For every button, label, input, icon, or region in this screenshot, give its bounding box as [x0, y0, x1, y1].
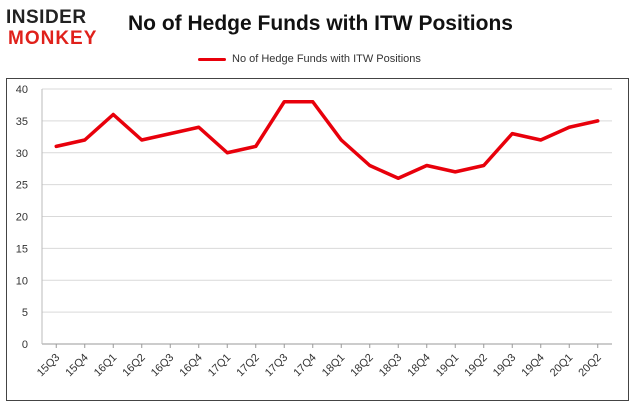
data-point [510, 132, 514, 136]
x-tick-label: 18Q3 [377, 352, 405, 380]
data-point [596, 119, 600, 123]
y-tick-label: 40 [16, 84, 28, 96]
data-point [311, 100, 315, 104]
x-tick-label: 19Q2 [462, 352, 490, 380]
x-tick-label: 18Q4 [405, 352, 433, 380]
data-point [54, 144, 58, 148]
data-point [282, 100, 286, 104]
x-tick-label: 19Q4 [519, 352, 547, 380]
data-point [111, 113, 115, 116]
legend-label: No of Hedge Funds with ITW Positions [232, 53, 421, 65]
x-tick-label: 20Q1 [548, 352, 576, 380]
series-line [54, 100, 600, 180]
series-layer [54, 100, 600, 180]
data-point [225, 151, 229, 155]
x-tick-label: 16Q4 [177, 352, 205, 380]
x-tick-label: 15Q4 [63, 352, 91, 380]
data-point [168, 132, 172, 136]
y-tick-label: 30 [16, 148, 28, 160]
y-tick-label: 5 [22, 307, 28, 319]
x-tick-label: 16Q3 [149, 352, 177, 380]
logo-line1: INSIDER [6, 7, 87, 28]
x-tick-label: 15Q3 [35, 352, 63, 380]
chart-title: No of Hedge Funds with ITW Positions [128, 12, 513, 35]
x-tick-label: 18Q1 [320, 352, 348, 380]
data-point [83, 138, 87, 142]
chart-legend: No of Hedge Funds with ITW Positions [198, 53, 421, 65]
x-tick-label: 16Q1 [92, 352, 120, 380]
data-point [368, 164, 372, 167]
chart-frame [6, 78, 629, 401]
grid-layer [41, 88, 612, 345]
y-axis: 0 5 10 15 20 25 30 35 40 [16, 84, 28, 351]
x-tick-label: 16Q2 [120, 352, 148, 380]
data-point [567, 125, 571, 129]
data-point [197, 125, 201, 129]
logo-line2: MONKEY [8, 28, 98, 49]
x-tick-label: 17Q3 [263, 352, 291, 380]
y-tick-label: 15 [16, 243, 28, 255]
x-tick-label: 19Q1 [434, 352, 462, 380]
y-tick-label: 35 [16, 116, 28, 128]
y-tick-label: 20 [16, 212, 28, 224]
x-tick-label: 17Q1 [206, 352, 234, 380]
data-point [254, 144, 258, 148]
x-tick-label: 18Q2 [348, 352, 376, 380]
data-point [339, 138, 343, 142]
data-point [396, 176, 400, 180]
data-point [539, 138, 543, 142]
insider-monkey-logo: INSIDER MONKEY [6, 6, 110, 50]
y-tick-label: 0 [22, 339, 28, 351]
x-tick-label: 19Q3 [491, 352, 519, 380]
y-tick-label: 10 [16, 275, 28, 287]
legend-swatch [198, 57, 226, 61]
data-point [425, 164, 429, 167]
data-point [453, 170, 457, 174]
data-point [140, 138, 144, 142]
y-tick-label: 25 [16, 180, 28, 192]
x-axis: 15Q3 15Q4 16Q1 16Q2 16Q3 16Q4 17Q1 17Q2 17Q3 17Q4… [35, 344, 604, 379]
x-tick-label: 20Q2 [576, 352, 604, 380]
x-tick-label: 17Q2 [234, 352, 262, 380]
data-point [482, 164, 486, 167]
x-tick-label: 17Q4 [291, 352, 319, 380]
